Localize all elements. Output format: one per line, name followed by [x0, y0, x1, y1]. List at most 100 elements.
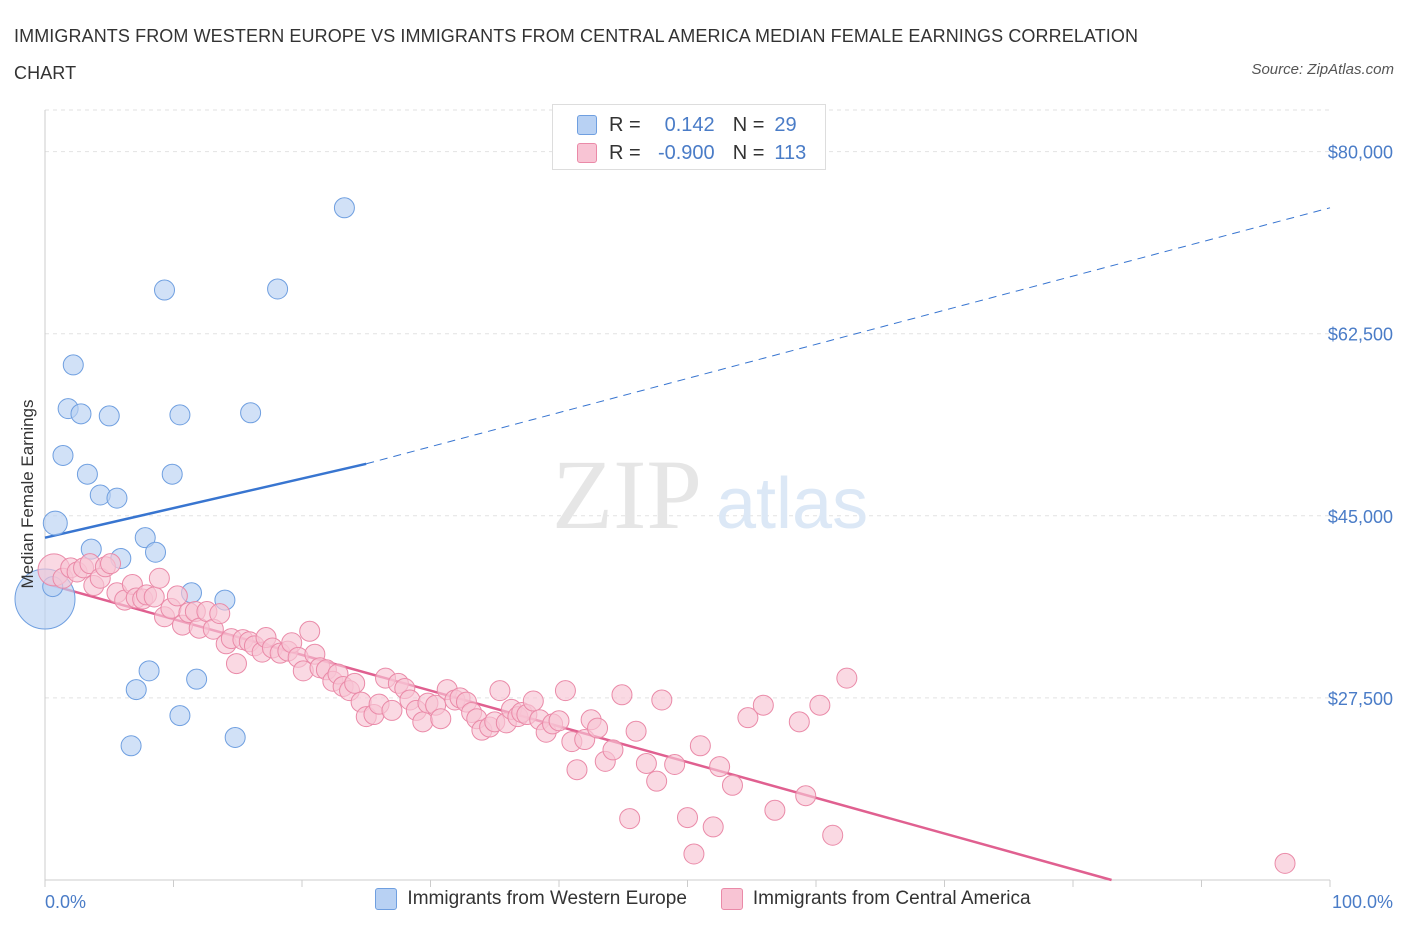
- series-legend-central-america: Immigrants from Central America: [720, 888, 1031, 910]
- data-point-central-america: [809, 694, 831, 716]
- data-point-central-america: [489, 680, 511, 702]
- legend-row-central-america: R = -0.900 N = 113: [577, 140, 806, 166]
- trend-line-western-europe-extended: [366, 207, 1331, 465]
- data-point-central-america: [548, 710, 570, 732]
- y-tick-label: $45,000: [1328, 507, 1393, 527]
- data-point-central-america: [752, 694, 774, 716]
- series-label-western-europe: Immigrants from Western Europe: [407, 888, 687, 909]
- data-point-central-america: [635, 752, 657, 774]
- x-tick-label-max: 100.0%: [1332, 892, 1393, 912]
- data-point-central-america: [554, 680, 576, 702]
- correlation-legend: R = 0.142 N = 29 R = -0.900 N = 113: [552, 104, 826, 170]
- data-point-western-europe: [76, 463, 98, 485]
- data-point-central-america: [1274, 852, 1296, 874]
- y-tick-label: $62,500: [1328, 325, 1393, 345]
- series-central-america: [37, 553, 1296, 874]
- data-point-central-america: [430, 708, 452, 730]
- legend-n-label: N =: [732, 141, 765, 164]
- data-point-central-america: [702, 816, 724, 838]
- data-point-western-europe: [134, 527, 156, 549]
- data-point-central-america: [344, 672, 366, 694]
- trend-line-western-europe: [44, 462, 367, 539]
- data-point-western-europe: [161, 463, 183, 485]
- data-point-western-europe: [42, 510, 68, 536]
- series-legend: Immigrants from Western Europe Immigrant…: [0, 888, 1406, 910]
- data-point-central-america: [381, 699, 403, 721]
- legend-n-value: 113: [774, 141, 807, 164]
- grid-lines: [45, 109, 1330, 699]
- chart-title: IMMIGRANTS FROM WESTERN EUROPE VS IMMIGR…: [14, 26, 1139, 83]
- data-point-central-america: [602, 739, 624, 761]
- data-point-western-europe: [62, 354, 84, 376]
- data-point-central-america: [148, 567, 170, 589]
- data-point-central-america: [795, 785, 817, 807]
- data-point-western-europe: [145, 541, 167, 563]
- data-point-central-america: [143, 586, 165, 608]
- legend-swatch-blue: [577, 115, 597, 135]
- source-credit: Source: ZipAtlas.com: [1251, 61, 1394, 78]
- data-point-western-europe: [224, 726, 246, 748]
- series-label-central-america: Immigrants from Central America: [752, 888, 1031, 909]
- data-point-central-america: [788, 711, 810, 733]
- data-point-central-america: [166, 585, 188, 607]
- data-point-western-europe: [98, 405, 120, 427]
- data-point-central-america: [100, 553, 122, 575]
- series-swatch-pink: [720, 888, 743, 910]
- legend-r-label: R =: [609, 113, 641, 136]
- data-point-western-europe: [52, 444, 74, 466]
- data-point-central-america: [611, 684, 633, 706]
- data-point-central-america: [836, 667, 858, 689]
- data-point-western-europe: [267, 278, 289, 300]
- data-point-western-europe: [169, 404, 191, 426]
- data-point-western-europe: [125, 679, 147, 701]
- series-swatch-blue: [375, 888, 398, 910]
- y-tick-label: $80,000: [1328, 143, 1393, 163]
- data-point-western-europe: [138, 660, 160, 682]
- data-point-central-america: [651, 689, 673, 711]
- data-point-central-america: [677, 807, 698, 829]
- data-point-central-america: [412, 711, 434, 733]
- legend-swatch-pink: [577, 143, 597, 163]
- legend-r-value: -0.900: [657, 141, 715, 164]
- legend-n-label: N =: [732, 113, 765, 136]
- data-point-central-america: [209, 603, 231, 625]
- legend-row-western-europe: R = 0.142 N = 29: [577, 112, 797, 138]
- legend-r-value: 0.142: [664, 113, 715, 136]
- data-point-central-america: [689, 735, 711, 757]
- data-point-central-america: [664, 754, 686, 775]
- data-point-western-europe: [120, 735, 142, 757]
- y-tick-label: $27,500: [1328, 689, 1393, 709]
- data-point-western-europe: [186, 668, 208, 690]
- data-point-central-america: [619, 808, 641, 830]
- data-point-central-america: [299, 620, 321, 642]
- data-point-western-europe: [240, 402, 262, 424]
- axes: $27,500 $45,000 $62,500 $80,000 0.0% 100.0%: [44, 110, 1393, 912]
- data-point-central-america: [709, 756, 731, 778]
- data-point-central-america: [822, 824, 844, 846]
- data-point-central-america: [566, 759, 588, 781]
- data-point-western-europe: [169, 705, 191, 727]
- y-axis-label: Median Female Earnings: [18, 400, 37, 589]
- legend-n-value: 29: [774, 113, 797, 136]
- data-point-central-america: [587, 717, 609, 739]
- x-tick-label-min: 0.0%: [45, 892, 86, 912]
- data-point-central-america: [764, 799, 786, 821]
- watermark: ZIP atlas: [552, 439, 868, 550]
- data-point-central-america: [646, 770, 668, 792]
- data-point-central-america: [721, 774, 743, 796]
- data-point-western-europe: [333, 197, 355, 219]
- data-point-central-america: [522, 690, 544, 712]
- series-legend-western-europe: Immigrants from Western Europe: [375, 888, 687, 910]
- data-point-western-europe: [106, 487, 128, 509]
- watermark-zip: ZIP: [552, 439, 702, 550]
- data-point-western-europe: [70, 403, 92, 425]
- legend-r-label: R =: [609, 141, 641, 164]
- data-point-central-america: [625, 720, 647, 742]
- data-point-western-europe: [154, 279, 176, 301]
- watermark-atlas: atlas: [716, 464, 868, 544]
- data-point-central-america: [683, 843, 705, 865]
- data-point-central-america: [225, 653, 247, 675]
- data-point-central-america: [737, 707, 759, 729]
- data-points: [14, 197, 1296, 874]
